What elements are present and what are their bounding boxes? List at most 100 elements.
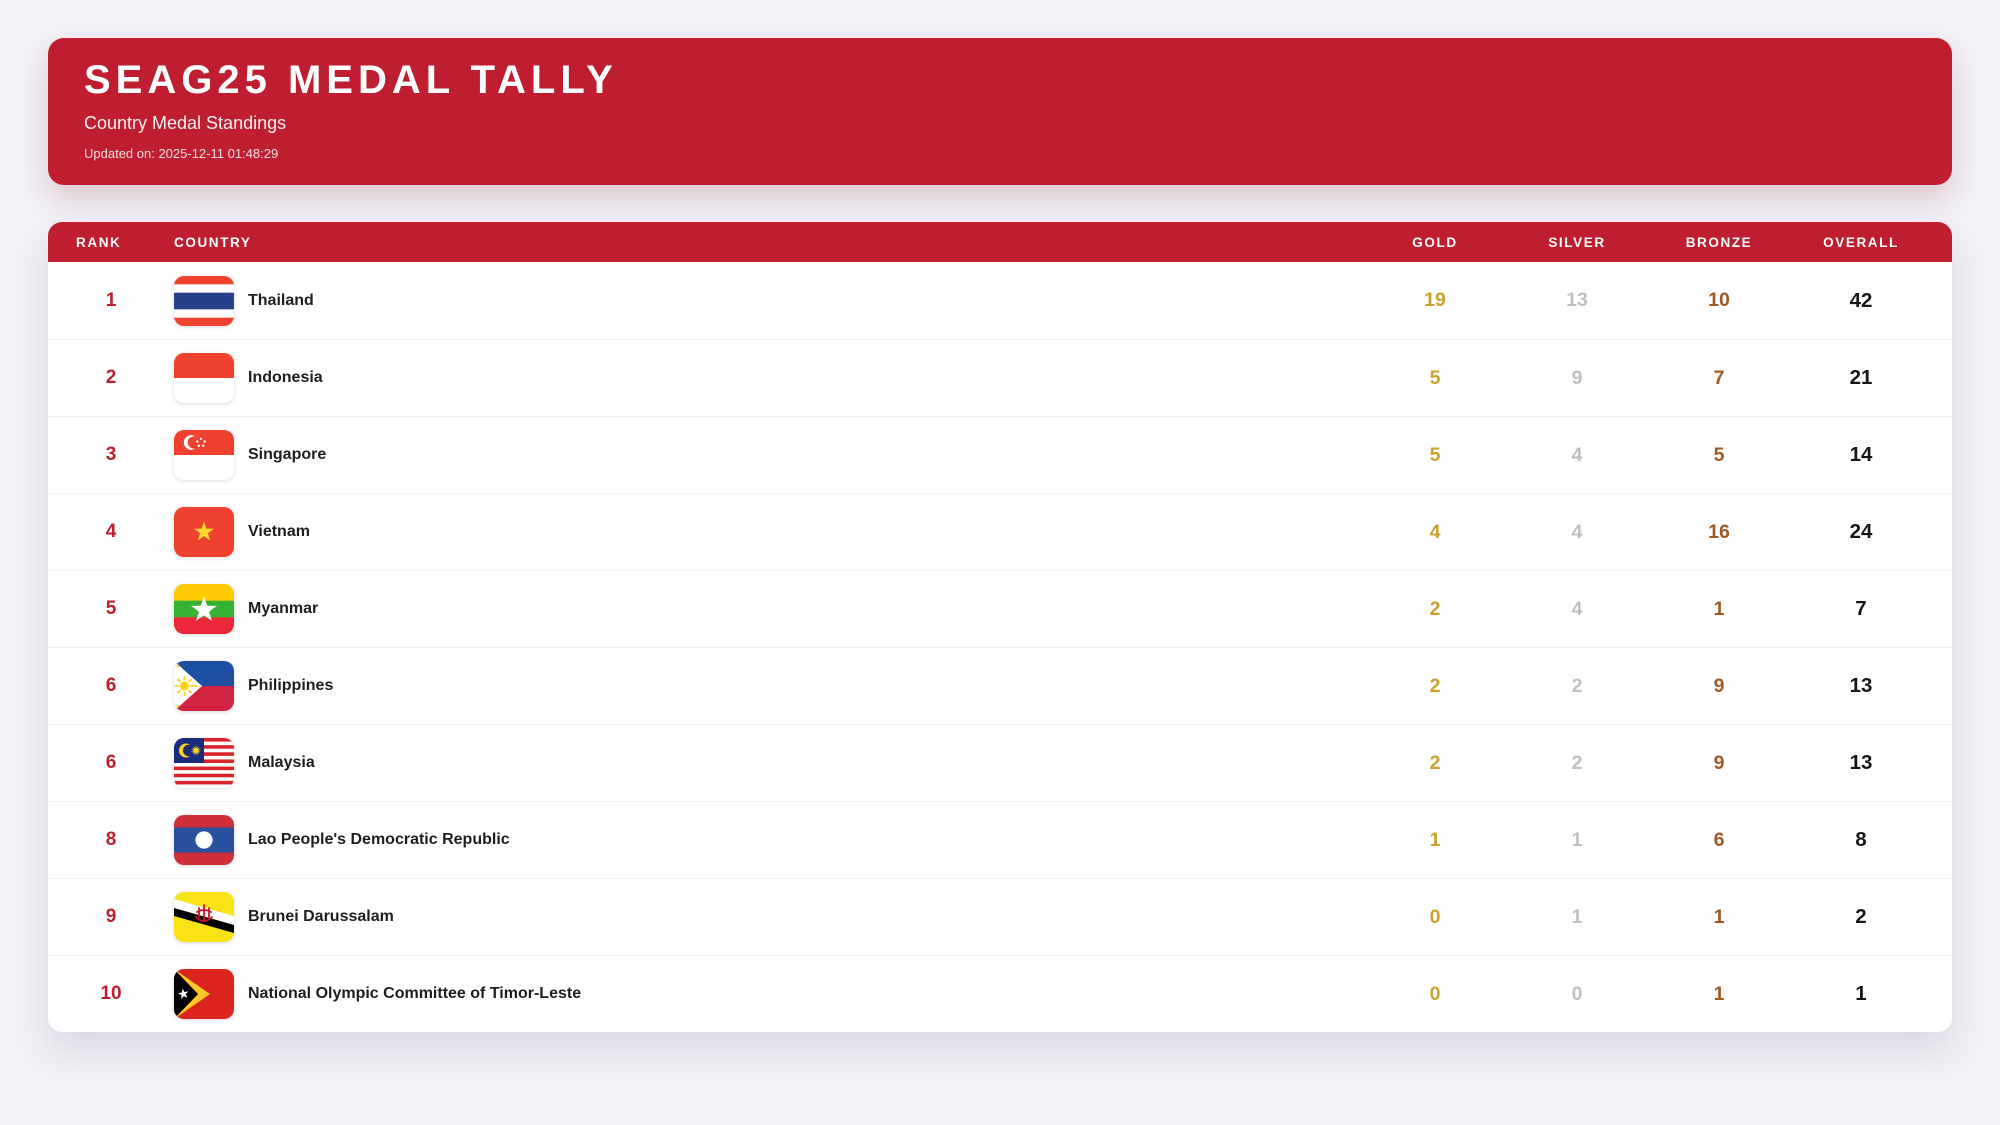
timor-leste-flag-icon bbox=[174, 969, 234, 1019]
overall-count: 2 bbox=[1855, 905, 1867, 928]
bronze-count: 6 bbox=[1713, 828, 1725, 851]
table-row: 4 Vietnam 4 4 16 24 bbox=[48, 493, 1952, 570]
table-row: 3 Singapore 5 4 5 14 bbox=[48, 416, 1952, 493]
silver-count: 2 bbox=[1571, 751, 1583, 774]
country-name: National Olympic Committee of Timor-Lest… bbox=[248, 985, 582, 1002]
country-name: Vietnam bbox=[248, 523, 310, 540]
table-row: 6 Philippines 2 2 9 13 bbox=[48, 647, 1952, 724]
rank-value: 2 bbox=[105, 367, 117, 388]
table-body: 1 Thailand 19 13 10 42 2 Indonesia 5 9 7… bbox=[48, 262, 1952, 1032]
column-header-country: COUNTRY bbox=[174, 234, 252, 250]
column-header-bronze: BRONZE bbox=[1685, 234, 1753, 250]
country-cell: Vietnam bbox=[174, 507, 1364, 557]
country-name: Brunei Darussalam bbox=[248, 908, 394, 925]
indonesia-flag-icon bbox=[174, 353, 234, 403]
country-name: Singapore bbox=[248, 446, 327, 463]
country-name: Indonesia bbox=[248, 369, 323, 386]
country-cell: Singapore bbox=[174, 430, 1364, 480]
silver-count: 13 bbox=[1566, 289, 1588, 311]
column-header-silver: SILVER bbox=[1548, 234, 1606, 250]
rank-value: 6 bbox=[105, 675, 117, 696]
bronze-count: 1 bbox=[1713, 905, 1725, 928]
country-cell: Philippines bbox=[174, 661, 1364, 711]
malaysia-flag-icon bbox=[174, 738, 234, 788]
bronze-count: 9 bbox=[1713, 674, 1725, 697]
silver-count: 1 bbox=[1571, 905, 1583, 928]
rank-value: 6 bbox=[105, 752, 117, 773]
table-row: 8 Lao People's Democratic Republic 1 1 6… bbox=[48, 801, 1952, 878]
philippines-flag-icon bbox=[174, 661, 234, 711]
page: SEAG25 MEDAL TALLY Country Medal Standin… bbox=[48, 38, 1952, 1032]
column-header-rank: RANK bbox=[76, 234, 122, 250]
silver-count: 0 bbox=[1571, 982, 1583, 1005]
country-cell: Indonesia bbox=[174, 353, 1364, 403]
gold-count: 4 bbox=[1429, 520, 1441, 543]
country-name: Philippines bbox=[248, 677, 334, 694]
table-row: 9 Brunei Darussalam 0 1 1 2 bbox=[48, 878, 1952, 955]
rank-value: 1 bbox=[105, 289, 117, 311]
country-cell: Thailand bbox=[174, 275, 1364, 326]
gold-count: 0 bbox=[1429, 982, 1441, 1005]
country-cell: Lao People's Democratic Republic bbox=[174, 815, 1364, 865]
table-row: 10 National Olympic Committee of Timor-L… bbox=[48, 955, 1952, 1032]
silver-count: 9 bbox=[1571, 366, 1583, 389]
table-header-row: RANK COUNTRY GOLD SILVER BRONZE OVERALL bbox=[48, 222, 1952, 262]
overall-count: 13 bbox=[1849, 674, 1873, 697]
overall-count: 42 bbox=[1849, 288, 1873, 312]
country-cell: Malaysia bbox=[174, 738, 1364, 788]
overall-count: 24 bbox=[1849, 520, 1873, 543]
bronze-count: 5 bbox=[1713, 443, 1725, 466]
rank-value: 4 bbox=[105, 521, 117, 542]
myanmar-flag-icon bbox=[174, 584, 234, 634]
bronze-count: 9 bbox=[1713, 751, 1725, 774]
table-row: 2 Indonesia 5 9 7 21 bbox=[48, 339, 1952, 416]
country-name: Thailand bbox=[248, 291, 314, 309]
bronze-count: 7 bbox=[1713, 366, 1725, 389]
rank-value: 10 bbox=[100, 983, 122, 1004]
rank-value: 8 bbox=[105, 829, 117, 850]
table-row: 1 Thailand 19 13 10 42 bbox=[48, 262, 1952, 339]
overall-count: 14 bbox=[1849, 443, 1873, 466]
header-card: SEAG25 MEDAL TALLY Country Medal Standin… bbox=[48, 38, 1952, 185]
column-header-overall: OVERALL bbox=[1823, 234, 1899, 250]
overall-count: 21 bbox=[1849, 366, 1873, 389]
rank-value: 3 bbox=[105, 444, 117, 465]
country-name: Lao People's Democratic Republic bbox=[248, 831, 510, 848]
bronze-count: 1 bbox=[1713, 982, 1725, 1005]
overall-count: 8 bbox=[1855, 828, 1867, 851]
singapore-flag-icon bbox=[174, 430, 234, 480]
bronze-count: 10 bbox=[1708, 289, 1730, 311]
updated-timestamp: Updated on: 2025-12-11 01:48:29 bbox=[84, 146, 279, 161]
gold-count: 5 bbox=[1429, 366, 1441, 389]
gold-count: 19 bbox=[1424, 289, 1446, 311]
gold-count: 2 bbox=[1429, 674, 1441, 697]
laos-flag-icon bbox=[174, 815, 234, 865]
country-cell: National Olympic Committee of Timor-Lest… bbox=[174, 969, 1364, 1019]
overall-count: 13 bbox=[1849, 751, 1873, 774]
silver-count: 2 bbox=[1571, 674, 1583, 697]
silver-count: 4 bbox=[1571, 597, 1583, 620]
page-subtitle: Country Medal Standings bbox=[84, 113, 287, 133]
table-row: 6 Malaysia 2 2 9 13 bbox=[48, 724, 1952, 801]
page-title: SEAG25 MEDAL TALLY bbox=[84, 58, 618, 102]
thailand-flag-icon bbox=[174, 275, 234, 326]
country-name: Myanmar bbox=[248, 600, 319, 617]
vietnam-flag-icon bbox=[174, 507, 234, 557]
country-cell: Myanmar bbox=[174, 584, 1364, 634]
medal-table-card: RANK COUNTRY GOLD SILVER BRONZE OVERALL … bbox=[48, 222, 1952, 1032]
gold-count: 2 bbox=[1429, 597, 1441, 620]
bronze-count: 16 bbox=[1708, 520, 1730, 543]
rank-value: 9 bbox=[105, 906, 117, 927]
country-name: Malaysia bbox=[248, 754, 315, 771]
silver-count: 1 bbox=[1571, 828, 1583, 851]
rank-value: 5 bbox=[105, 598, 117, 619]
overall-count: 7 bbox=[1855, 597, 1867, 620]
gold-count: 1 bbox=[1429, 828, 1441, 851]
brunei-flag-icon bbox=[174, 892, 234, 942]
gold-count: 2 bbox=[1429, 751, 1441, 774]
country-cell: Brunei Darussalam bbox=[174, 892, 1364, 942]
silver-count: 4 bbox=[1571, 520, 1583, 543]
table-row: 5 Myanmar 2 4 1 7 bbox=[48, 570, 1952, 647]
bronze-count: 1 bbox=[1713, 597, 1725, 620]
column-header-gold: GOLD bbox=[1412, 234, 1458, 250]
